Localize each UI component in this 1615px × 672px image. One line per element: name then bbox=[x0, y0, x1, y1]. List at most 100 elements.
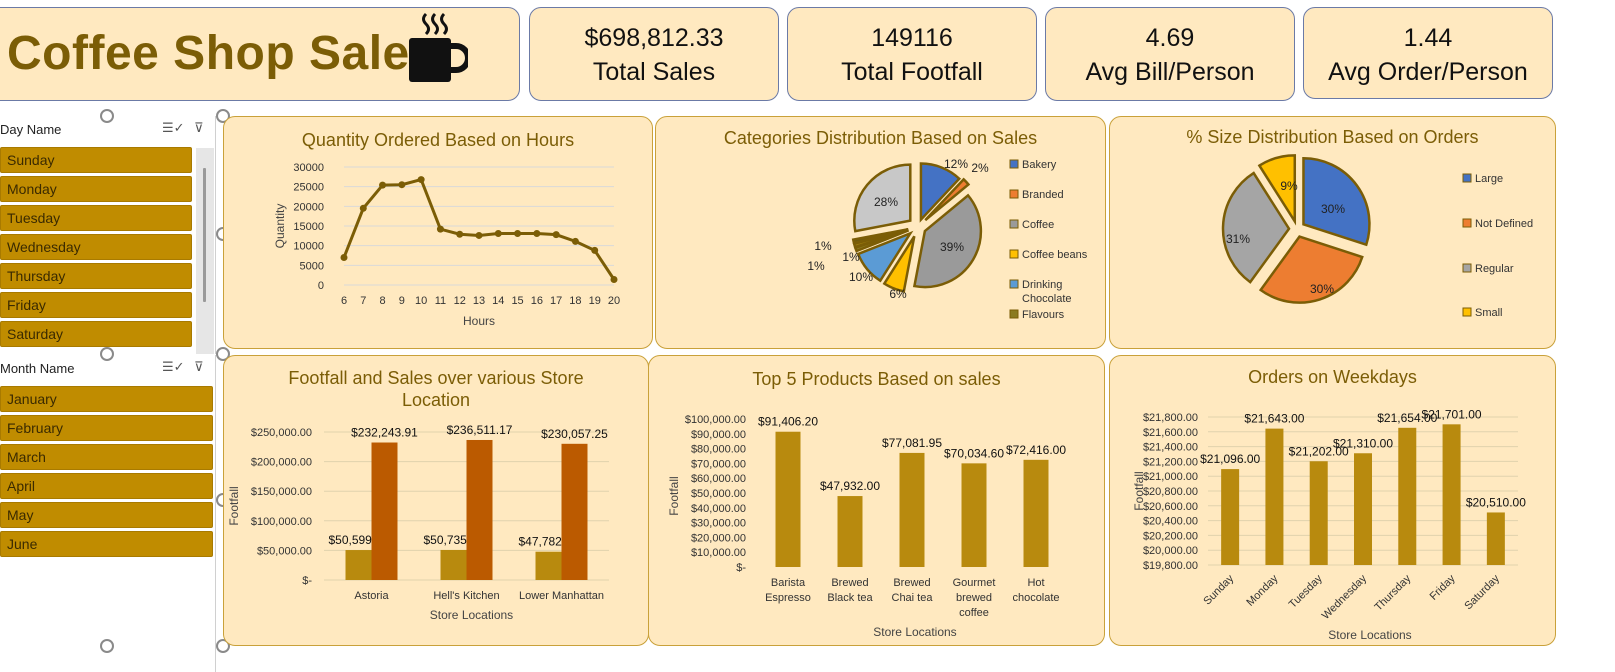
multi-select-icon[interactable]: ☰✓ bbox=[162, 120, 185, 135]
y-tick-label: $- bbox=[302, 575, 312, 587]
data-label: $72,416.00 bbox=[1006, 443, 1066, 457]
chart-title: % Size Distribution Based on Orders bbox=[1186, 127, 1479, 147]
y-tick-label: $50,000.00 bbox=[257, 545, 312, 557]
y-axis-label: Footfall bbox=[667, 476, 681, 515]
x-axis-label: Store Locations bbox=[430, 608, 513, 622]
slicer-item-friday[interactable]: Friday bbox=[0, 292, 192, 318]
data-label: $236,511.17 bbox=[447, 423, 513, 437]
x-tick-label: 6 bbox=[341, 295, 347, 307]
slicer-item-tuesday[interactable]: Tuesday bbox=[0, 205, 192, 231]
x-tick-label: Hot bbox=[1027, 577, 1044, 589]
pie-slice bbox=[856, 230, 914, 283]
pie-slice bbox=[1302, 157, 1371, 247]
x-tick-label: brewed bbox=[956, 592, 992, 604]
data-label: 30% bbox=[1310, 282, 1334, 296]
kpi-label: Total Sales bbox=[592, 58, 716, 86]
legend-swatch bbox=[1462, 173, 1472, 183]
resize-handle[interactable] bbox=[100, 347, 114, 361]
data-point bbox=[398, 181, 406, 189]
y-tick-label: $90,000.00 bbox=[691, 429, 746, 441]
y-tick-label: $- bbox=[736, 562, 746, 574]
slicer-item-june[interactable]: June bbox=[0, 531, 213, 557]
y-tick-label: 5000 bbox=[300, 260, 324, 272]
x-tick-label: Barista bbox=[771, 577, 806, 589]
legend-label: Coffee beans bbox=[1022, 249, 1088, 261]
x-tick-label: Thursday bbox=[1372, 572, 1413, 613]
x-tick-label: Black tea bbox=[827, 592, 873, 604]
chart-footfall-store: Footfall and Sales over various Store Lo… bbox=[223, 355, 649, 646]
data-point bbox=[456, 230, 464, 238]
legend-swatch bbox=[1009, 279, 1019, 289]
slicer-item-wednesday[interactable]: Wednesday bbox=[0, 234, 192, 260]
y-tick-label: 30000 bbox=[293, 162, 324, 174]
x-tick-label: 19 bbox=[589, 295, 601, 307]
bar bbox=[1265, 428, 1284, 565]
bar bbox=[899, 452, 925, 567]
data-point bbox=[591, 246, 599, 254]
clear-filter-icon[interactable]: ⊽ bbox=[194, 120, 204, 135]
data-label: 2% bbox=[971, 161, 989, 175]
bar bbox=[371, 442, 398, 580]
data-label: $20,510.00 bbox=[1466, 495, 1526, 509]
data-point bbox=[340, 253, 348, 261]
pie-slice bbox=[851, 227, 909, 245]
x-tick-label: Friday bbox=[1428, 572, 1458, 602]
x-tick-label: Saturday bbox=[1462, 572, 1502, 612]
legend-label: Not Defined bbox=[1475, 218, 1533, 230]
x-tick-label: 10 bbox=[415, 295, 427, 307]
clear-filter-icon[interactable]: ⊽ bbox=[194, 359, 204, 374]
bar bbox=[1442, 424, 1461, 565]
slicer-item-january[interactable]: January bbox=[0, 386, 213, 412]
y-tick-label: $30,000.00 bbox=[691, 518, 746, 530]
y-tick-label: $21,000.00 bbox=[1143, 471, 1198, 483]
legend-label: Flavours bbox=[1022, 309, 1065, 321]
chart-top5-products: Top 5 Products Based on sales $100,000.0… bbox=[648, 355, 1105, 646]
multi-select-icon[interactable]: ☰✓ bbox=[162, 359, 185, 374]
slicer-item-february[interactable]: February bbox=[0, 415, 213, 441]
slicer-item-thursday[interactable]: Thursday bbox=[0, 263, 192, 289]
y-tick-label: $10,000.00 bbox=[691, 547, 746, 559]
x-tick-label: chocolate bbox=[1012, 592, 1059, 604]
y-axis-label: Quantity bbox=[273, 204, 287, 249]
data-label: $21,654.00 bbox=[1377, 411, 1437, 425]
x-tick-label: Brewed bbox=[893, 577, 930, 589]
legend-swatch bbox=[1009, 309, 1019, 319]
y-tick-label: $50,000.00 bbox=[691, 488, 746, 500]
title-card: Coffee Shop Sales bbox=[0, 7, 520, 101]
y-tick-label: $100,000.00 bbox=[685, 414, 746, 426]
chart-size-orders: % Size Distribution Based on Orders 30% 3… bbox=[1109, 116, 1556, 349]
x-axis-label: Store Locations bbox=[1328, 628, 1411, 642]
coffee-mug-icon bbox=[409, 12, 468, 82]
kpi-value: 4.69 bbox=[1145, 24, 1195, 52]
data-point bbox=[359, 204, 367, 212]
resize-handle[interactable] bbox=[100, 639, 114, 653]
bar bbox=[345, 550, 372, 580]
legend-swatch bbox=[1009, 249, 1019, 259]
y-axis-label: Footfall bbox=[227, 486, 241, 525]
x-tick-label: Sunday bbox=[1201, 572, 1236, 607]
legend-swatch bbox=[1009, 159, 1019, 169]
y-tick-label: $21,600.00 bbox=[1143, 427, 1198, 439]
slicer-scrollbar[interactable] bbox=[196, 148, 214, 354]
legend-label: Drinking bbox=[1022, 279, 1062, 291]
chart-title: Categories Distribution Based on Sales bbox=[723, 128, 1038, 148]
slicer-item-saturday[interactable]: Saturday bbox=[0, 321, 192, 347]
x-tick-label: 18 bbox=[569, 295, 581, 307]
y-tick-label: 15000 bbox=[293, 221, 324, 233]
y-axis-label: Footfall bbox=[1132, 471, 1146, 510]
y-tick-label: $19,800.00 bbox=[1143, 560, 1198, 572]
slicer-item-march[interactable]: March bbox=[0, 444, 213, 470]
slicer-item-monday[interactable]: Monday bbox=[0, 176, 192, 202]
legend-label: Regular bbox=[1475, 263, 1514, 275]
y-tick-label: $40,000.00 bbox=[691, 503, 746, 515]
pie-slice bbox=[1258, 235, 1364, 304]
y-tick-label: $20,000.00 bbox=[691, 532, 746, 544]
legend-label: Chocolate bbox=[1022, 293, 1072, 305]
resize-handle[interactable] bbox=[100, 109, 114, 123]
x-tick-label: 11 bbox=[435, 295, 446, 307]
slicer-item-may[interactable]: May bbox=[0, 502, 213, 528]
slicer-item-sunday[interactable]: Sunday bbox=[0, 147, 192, 173]
slicer-item-april[interactable]: April bbox=[0, 473, 213, 499]
data-label: 6% bbox=[889, 287, 907, 301]
kpi-value: 1.44 bbox=[1403, 24, 1453, 52]
